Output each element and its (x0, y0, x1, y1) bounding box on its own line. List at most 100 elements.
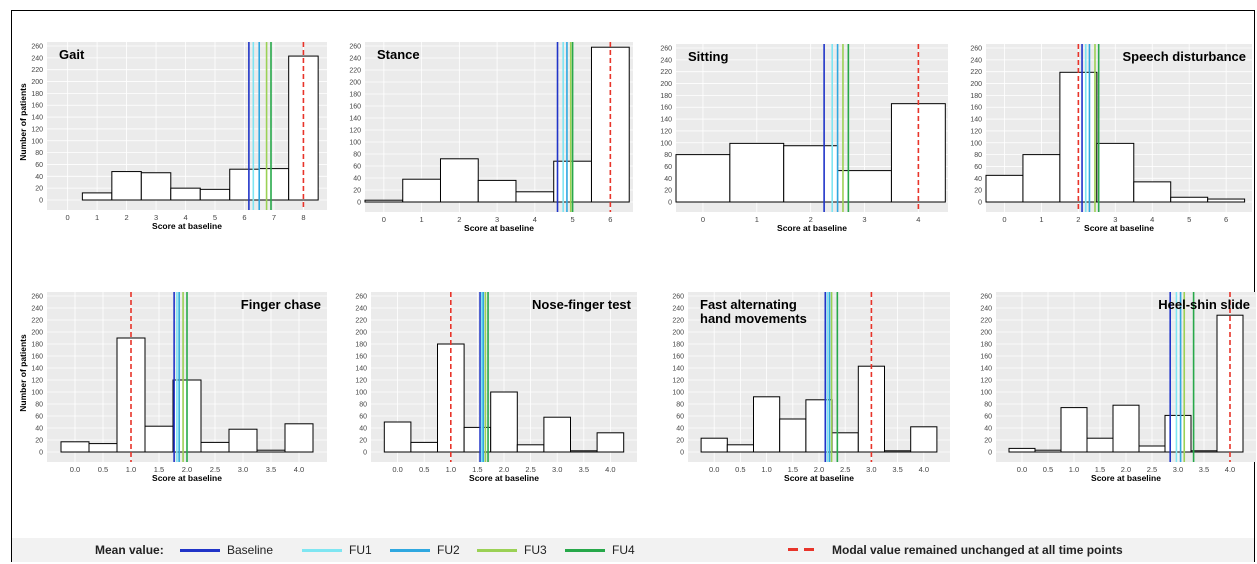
histogram-bar (228, 428, 258, 453)
panel-title-line: Heel-shin slide (1158, 297, 1250, 312)
y-tick-label: 20 (35, 186, 43, 193)
x-tick-label: 3.0 (866, 465, 876, 474)
histogram-bar (383, 421, 412, 453)
y-tick-label: 0 (357, 200, 361, 207)
histogram-bar (410, 441, 438, 453)
y-tick-label: 140 (980, 366, 992, 373)
histogram-bar (1164, 414, 1192, 453)
panel-title: Nose-finger test (532, 297, 632, 312)
x-tick-label: 0 (701, 215, 705, 224)
histogram-bar (729, 142, 785, 203)
y-tick-label: 80 (35, 150, 43, 157)
x-tick-label: 0.5 (1043, 465, 1053, 474)
y-tick-label: 100 (31, 138, 43, 145)
y-tick-label: 220 (980, 318, 992, 325)
x-tick-label: 2 (124, 213, 128, 222)
x-tick-label: 0.5 (735, 465, 745, 474)
y-tick-label: 80 (974, 152, 982, 159)
panel-title: Gait (59, 47, 85, 62)
x-tick-label: 5 (571, 215, 575, 224)
y-tick-label: 180 (672, 342, 684, 349)
x-tick-label: 3.5 (1199, 465, 1209, 474)
y-tick-label: 260 (672, 294, 684, 301)
histogram-bar (258, 168, 290, 201)
panel-title: Stance (377, 47, 420, 62)
histogram-bar (144, 425, 174, 453)
histogram-bar (463, 426, 492, 453)
y-tick-label: 260 (31, 294, 43, 301)
legend-label-fu4: FU4 (612, 543, 635, 557)
histogram-bar (1022, 154, 1061, 203)
y-tick-label: 40 (35, 426, 43, 433)
legend-modal-dash-1 (788, 548, 798, 551)
histogram-bar (837, 170, 892, 203)
histogram-bar (364, 199, 404, 203)
x-axis-label: Score at baseline (152, 221, 222, 231)
y-tick-label: 60 (353, 164, 361, 171)
histogram-bar (1034, 449, 1062, 453)
y-tick-label: 240 (672, 306, 684, 313)
y-tick-label: 180 (660, 93, 672, 100)
y-tick-label: 160 (31, 103, 43, 110)
histogram-bar (1133, 181, 1172, 203)
y-tick-label: 220 (660, 69, 672, 76)
histogram-bar (140, 172, 172, 201)
y-tick-label: 100 (660, 140, 672, 147)
y-tick-label: 220 (355, 318, 367, 325)
x-tick-label: 3.5 (266, 465, 276, 474)
chart-panel-2: 0 20 40 60 80 100 120 140 160 180 200 220 240 260 0 1 2 3… (349, 42, 633, 233)
chart-panel-8: 0 20 40 60 80 100 120 140 160 180 200 220 240 260 0.0 0… (980, 292, 1256, 483)
panel-title-line: Sitting (688, 49, 728, 64)
x-tick-label: 4.0 (1225, 465, 1235, 474)
x-tick-label: 1.5 (472, 465, 482, 474)
x-tick-label: 1.0 (761, 465, 771, 474)
y-tick-label: 200 (970, 81, 982, 88)
legend-swatch-fu4 (565, 549, 605, 552)
histogram-bar (402, 178, 441, 203)
y-tick-label: 180 (980, 342, 992, 349)
x-tick-label: 2.5 (525, 465, 535, 474)
histogram-bar (199, 188, 231, 201)
panel-title: Heel-shin slide (1158, 297, 1250, 312)
y-tick-label: 180 (349, 92, 361, 99)
histogram-bar (88, 443, 118, 453)
y-tick-label: 100 (980, 390, 992, 397)
y-tick-label: 0 (668, 200, 672, 207)
y-tick-label: 120 (672, 378, 684, 385)
histogram-bar (477, 179, 517, 203)
x-tick-label: 1.0 (1069, 465, 1079, 474)
x-tick-label: 8 (301, 213, 305, 222)
histogram-bar (284, 423, 314, 453)
legend-swatch-fu1 (302, 549, 342, 552)
y-tick-label: 80 (35, 402, 43, 409)
x-axis-label: Score at baseline (777, 223, 847, 233)
legend-modal-dash-2 (804, 548, 814, 551)
y-tick-label: 220 (970, 69, 982, 76)
y-tick-label: 140 (355, 366, 367, 373)
legend-label-fu2: FU2 (437, 543, 460, 557)
x-tick-label: 4 (533, 215, 537, 224)
y-tick-label: 20 (974, 188, 982, 195)
x-tick-label: 2 (809, 215, 813, 224)
x-tick-label: 2 (1076, 215, 1080, 224)
x-tick-label: 2.5 (840, 465, 850, 474)
legend-swatch-baseline (180, 549, 220, 552)
histogram-bar (111, 171, 142, 201)
x-tick-label: 0.5 (98, 465, 108, 474)
x-tick-label: 1 (420, 215, 424, 224)
x-tick-label: 3.0 (238, 465, 248, 474)
legend-label-fu3: FU3 (524, 543, 547, 557)
y-tick-label: 120 (355, 378, 367, 385)
panel-title-line: Nose-finger test (532, 297, 632, 312)
histogram-bar (516, 444, 545, 453)
x-tick-label: 1.5 (1095, 465, 1105, 474)
y-tick-label: 180 (970, 93, 982, 100)
x-axis-label: Score at baseline (464, 223, 534, 233)
y-tick-label: 200 (355, 330, 367, 337)
histogram-bar (910, 426, 938, 453)
histogram-bar (543, 416, 572, 453)
y-tick-label: 120 (660, 128, 672, 135)
y-tick-label: 100 (31, 390, 43, 397)
histogram-bar (1060, 407, 1088, 453)
histogram-bar (116, 337, 146, 453)
